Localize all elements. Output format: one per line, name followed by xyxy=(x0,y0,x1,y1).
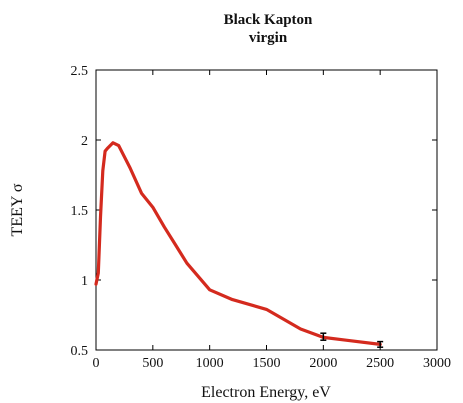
y-tick-label: 2.5 xyxy=(71,64,89,79)
x-tick-label: 1500 xyxy=(253,356,281,371)
x-tick-label: 2000 xyxy=(309,356,337,371)
y-tick-label: 1 xyxy=(81,274,88,289)
chart-title-line-1: Black Kapton xyxy=(224,12,313,28)
x-tick-label: 1000 xyxy=(196,356,224,371)
x-tick-label: 2500 xyxy=(366,356,394,371)
x-axis-ticks: 0 500 1000 1500 2000 2500 3000 xyxy=(93,70,451,371)
chart-title-line-2: virgin xyxy=(249,30,288,46)
series-teey xyxy=(94,141,382,346)
x-axis-label: Electron Energy, eV xyxy=(201,384,331,401)
y-tick-label: 1.5 xyxy=(71,204,89,219)
y-axis-ticks: 0.5 1 1.5 2 2.5 xyxy=(71,64,437,359)
x-tick-label: 3000 xyxy=(423,356,451,371)
x-tick-label: 500 xyxy=(142,356,163,371)
error-bars xyxy=(320,332,384,348)
y-tick-label: 2 xyxy=(81,134,88,149)
y-tick-label: 0.5 xyxy=(71,344,89,359)
y-axis-label: TEEY σ xyxy=(9,183,26,236)
x-tick-label: 0 xyxy=(93,356,100,371)
series-line xyxy=(94,141,382,346)
